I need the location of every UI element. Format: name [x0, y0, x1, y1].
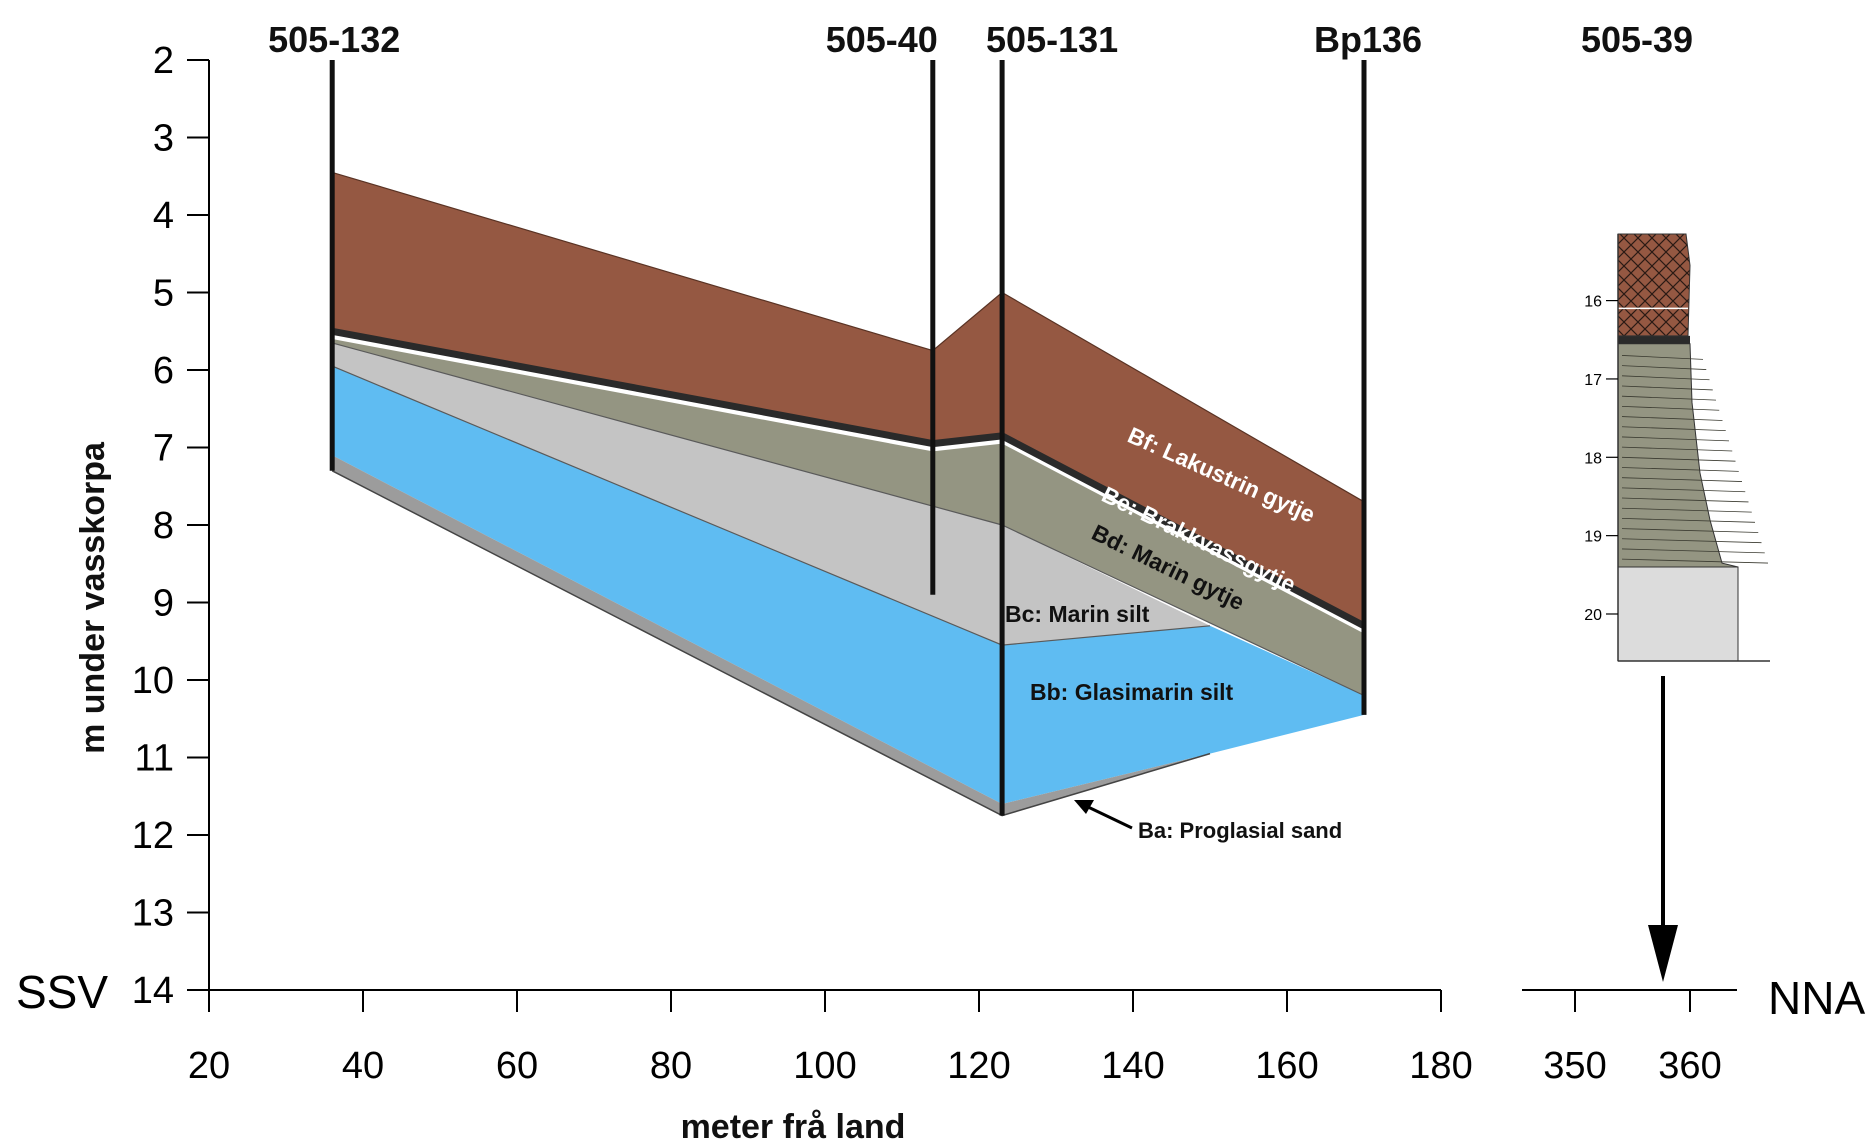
inset-depth-label: 19	[1584, 529, 1602, 546]
y-tick-label: 2	[153, 40, 174, 82]
x-tick-label: 140	[1101, 1045, 1164, 1087]
inset-lamina	[1621, 426, 1726, 432]
inset-lamina	[1621, 456, 1736, 462]
unit-label-ba: Ba: Proglasial sand	[1138, 818, 1342, 843]
inset-lamina	[1621, 355, 1704, 360]
x-tick-label: 60	[496, 1045, 538, 1087]
axes-group: 2 3 4 5 6 7 8 9 10 11 12 13 14 20 40 60 80 100 120 140 160 18…	[132, 40, 1737, 1087]
inset-lamina	[1621, 395, 1717, 401]
inset-lamina	[1621, 365, 1707, 370]
y-tick-label: 11	[135, 738, 174, 780]
layer-bc	[332, 342, 1210, 646]
inset-lamina	[1621, 385, 1713, 391]
y-tick-label: 9	[153, 583, 174, 625]
y-tick-label: 6	[153, 350, 174, 392]
inset-lamina	[1621, 477, 1743, 482]
stratigraphy-layers: 505-132 505-40 505-131 Bp136	[268, 19, 1422, 817]
y-tick-label: 7	[153, 428, 174, 470]
y-tick-label: 10	[132, 660, 174, 702]
inset-lamina	[1621, 416, 1723, 421]
y-axis-title: m under vasskorpa	[74, 441, 112, 754]
inset-lamina	[1621, 375, 1710, 381]
borehole-label-505-131: 505-131	[986, 19, 1118, 60]
y-tick-label: 5	[153, 273, 174, 315]
layer-bf	[332, 172, 1365, 626]
direction-right: NNA	[1768, 972, 1865, 1024]
inset-lamina	[1621, 446, 1733, 452]
inset-lamina	[1621, 436, 1730, 442]
x-tick-label: 120	[947, 1045, 1010, 1087]
x-tick-label: 180	[1409, 1045, 1472, 1087]
inset-lamina	[1621, 467, 1739, 472]
inset-borehole-label: 505-39	[1581, 19, 1693, 60]
ba-pointer-arrow	[1074, 800, 1133, 830]
inset-lamina	[1621, 487, 1746, 493]
y-tick-label: 4	[153, 195, 174, 237]
borehole-label-505-132: 505-132	[268, 19, 400, 60]
inset-depth-label: 18	[1584, 450, 1602, 467]
inset-unit-lakustrin	[1617, 233, 1691, 337]
inset-unit-gytje	[1617, 343, 1739, 568]
x-tick-label: 40	[342, 1045, 384, 1087]
direction-left: SSV	[16, 966, 108, 1018]
layer-bb	[332, 366, 1365, 804]
down-arrow	[1648, 676, 1678, 982]
y-tick-label: 14	[132, 970, 174, 1012]
x-tick-label-right: 360	[1658, 1045, 1721, 1087]
y-tick-label: 13	[132, 893, 174, 935]
borehole-label-Bp136: Bp136	[1314, 19, 1422, 60]
x-tick-label: 100	[793, 1045, 856, 1087]
inset-unit-dark	[1618, 335, 1690, 344]
inset-lamina	[1621, 507, 1752, 513]
x-tick-label: 20	[188, 1045, 230, 1087]
x-tick-label: 80	[650, 1045, 692, 1087]
inset-borehole-505-39: 505-39 16 17 18 19 20	[1581, 19, 1770, 982]
inset-depth-label: 16	[1584, 294, 1602, 311]
borehole-label-505-40: 505-40	[826, 19, 938, 60]
x-tick-label: 160	[1255, 1045, 1318, 1087]
layer-be	[331, 327, 1366, 629]
y-tick-label: 3	[153, 118, 174, 160]
inset-lamina	[1621, 518, 1756, 523]
x-axis-title: meter frå land	[681, 1108, 906, 1143]
inset-lamina	[1621, 538, 1762, 544]
boundary-bf-top	[332, 171, 1365, 503]
x-tick-label-right: 350	[1543, 1045, 1606, 1087]
inset-lamina	[1621, 405, 1720, 411]
unit-label-bc: Bc: Marin silt	[1005, 601, 1150, 627]
inset-unit-light	[1617, 566, 1739, 662]
inset-depth-label: 17	[1584, 372, 1602, 389]
inset-depth-label: 20	[1584, 607, 1602, 624]
inset-lamina	[1621, 558, 1769, 564]
inset-lamina	[1621, 548, 1765, 554]
y-tick-label: 12	[132, 815, 174, 857]
y-tick-label: 8	[153, 505, 174, 547]
inset-lamina	[1621, 497, 1749, 503]
unit-label-bb: Bb: Glasimarin silt	[1030, 679, 1234, 705]
inset-lamina	[1621, 528, 1759, 533]
